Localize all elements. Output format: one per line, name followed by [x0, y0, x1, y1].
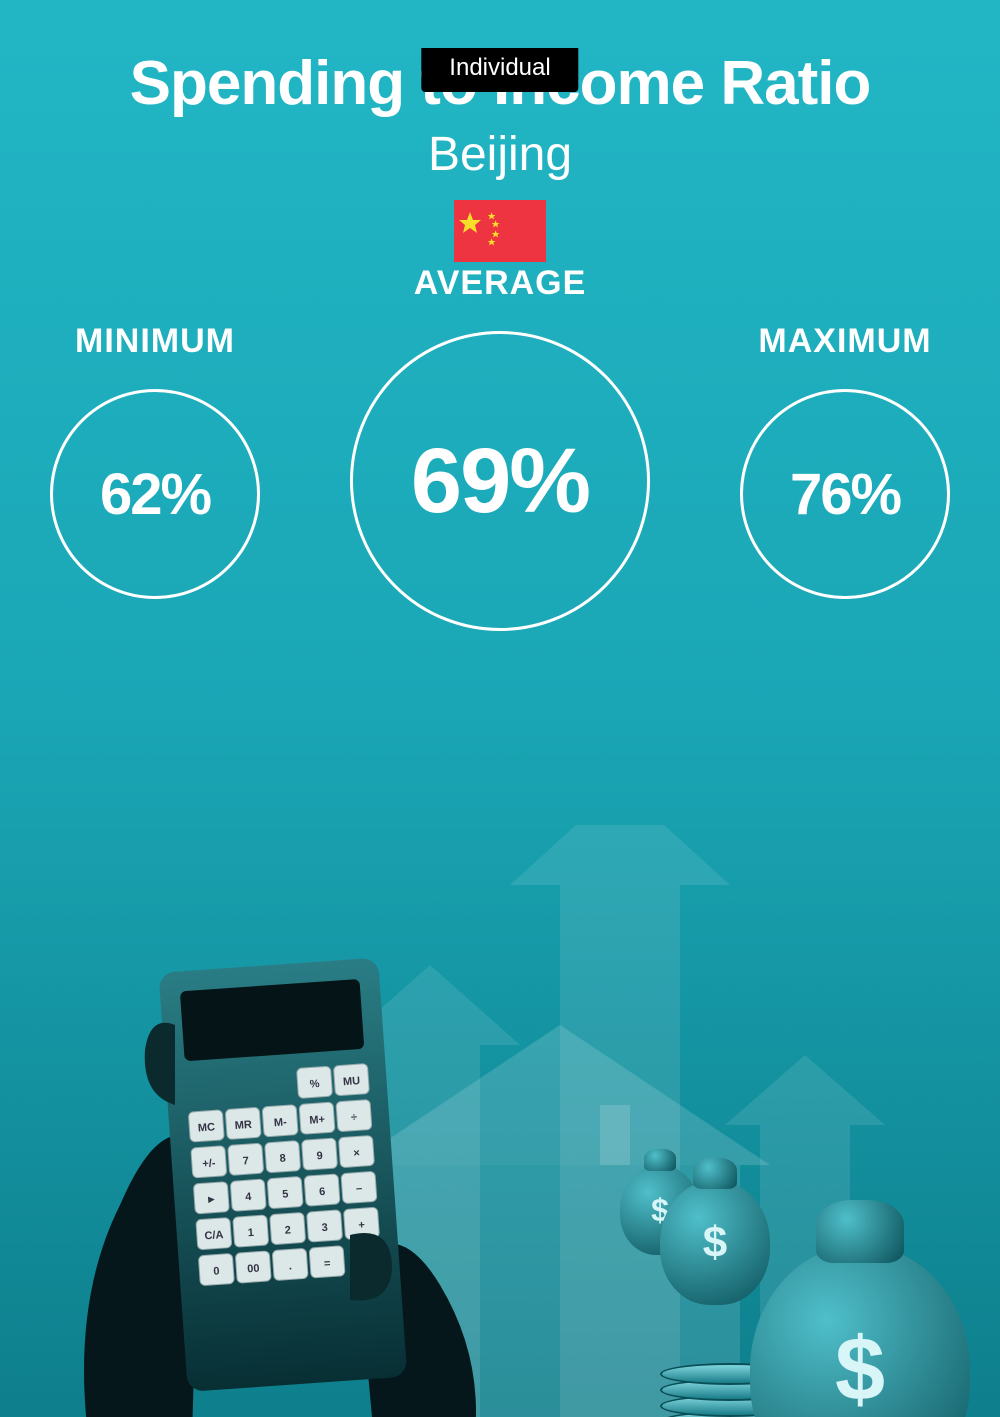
svg-text:%: % [309, 1078, 320, 1091]
svg-text:6: 6 [319, 1186, 326, 1198]
stat-value-minimum: 62% [100, 461, 210, 528]
category-badge: Individual [421, 48, 578, 92]
subtitle-city: Beijing [0, 127, 1000, 182]
svg-text:M+: M+ [309, 1114, 325, 1127]
flag-china [454, 200, 546, 262]
svg-text:+/-: +/- [202, 1157, 216, 1170]
stat-value-average: 69% [411, 429, 589, 534]
svg-text:=: = [324, 1258, 331, 1270]
svg-text:1: 1 [247, 1227, 254, 1239]
svg-text:00: 00 [247, 1263, 260, 1276]
money-bag-icon: $ [660, 1180, 770, 1305]
stat-label-average: AVERAGE [414, 264, 587, 303]
svg-text:8: 8 [279, 1152, 286, 1164]
stat-label-minimum: MINIMUM [75, 322, 235, 361]
svg-text:+: + [358, 1219, 365, 1231]
svg-text:9: 9 [316, 1150, 323, 1162]
svg-text:−: − [355, 1183, 362, 1195]
stat-minimum: MINIMUM 62% [50, 322, 260, 599]
calculator-in-hands-icon: %MUMCMRM-M+÷+/-789×►456−C/A123+000.= [80, 905, 480, 1417]
svg-text:0: 0 [213, 1265, 220, 1277]
svg-text:×: × [353, 1147, 360, 1159]
stat-circle-minimum: 62% [50, 389, 260, 599]
svg-text:►: ► [206, 1193, 218, 1206]
stat-circle-average: 69% [350, 331, 650, 631]
stat-maximum: MAXIMUM 76% [740, 322, 950, 599]
svg-text:MR: MR [234, 1119, 252, 1132]
svg-text:3: 3 [321, 1222, 328, 1234]
svg-text:MC: MC [197, 1121, 215, 1134]
svg-text:5: 5 [282, 1188, 289, 1200]
stat-value-maximum: 76% [790, 461, 900, 528]
svg-text:M-: M- [273, 1116, 287, 1129]
svg-text:MU: MU [343, 1075, 361, 1088]
stats-row: MINIMUM 62% AVERAGE 69% MAXIMUM 76% [0, 322, 1000, 631]
svg-text:C/A: C/A [204, 1229, 224, 1242]
stat-circle-maximum: 76% [740, 389, 950, 599]
stat-average: AVERAGE 69% [350, 264, 650, 631]
illustration-area: $ $ $ %MUMCMRM-M+÷+/-789×►456−C/A123+000… [0, 825, 1000, 1417]
svg-text:7: 7 [242, 1155, 249, 1167]
svg-text:2: 2 [284, 1224, 291, 1236]
svg-text:÷: ÷ [351, 1111, 358, 1123]
stat-label-maximum: MAXIMUM [758, 322, 931, 361]
